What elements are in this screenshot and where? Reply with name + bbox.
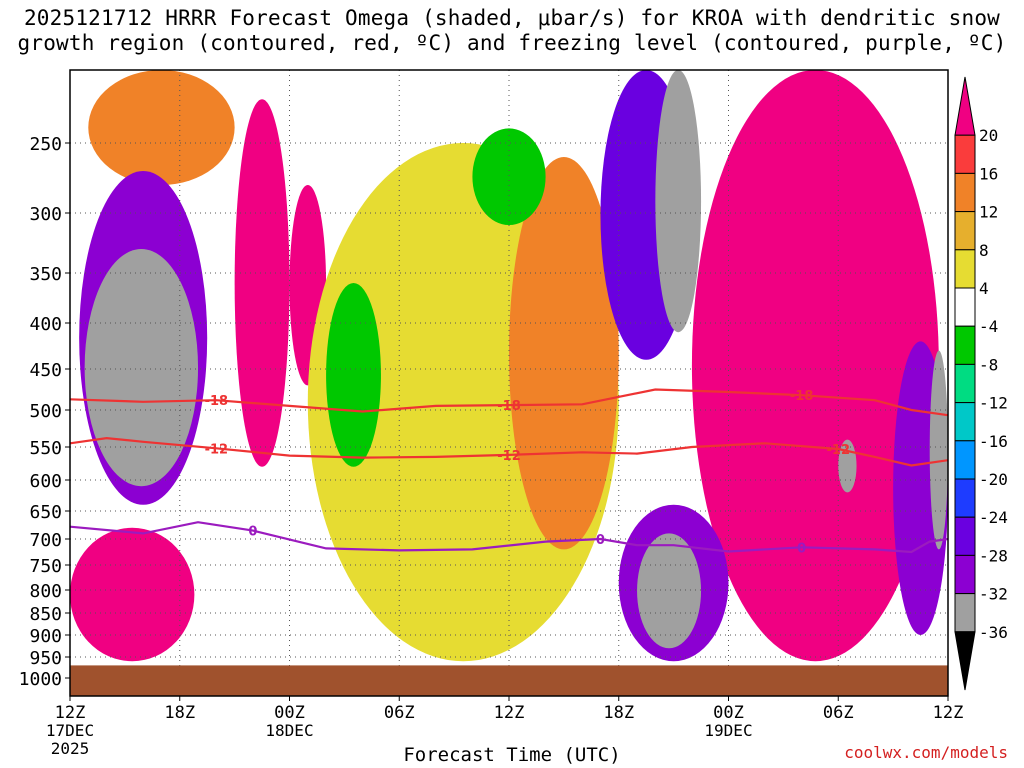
colorbar-cap-top xyxy=(954,76,976,136)
x-tick-label-2: 00Z xyxy=(274,703,305,723)
y-tick-label-300: 300 xyxy=(29,204,62,225)
omega-region-3 xyxy=(70,527,195,662)
contour-label--18-2: -18 xyxy=(790,389,814,404)
omega-region-4 xyxy=(234,99,290,467)
colorbar-label-4: 4 xyxy=(979,279,989,298)
x-tick-label-3: 06Z xyxy=(384,703,415,723)
site-credit[interactable]: coolwx.com/models xyxy=(844,743,1008,762)
contour-line--12 xyxy=(70,436,948,467)
x-tick-label-1: 18Z xyxy=(164,703,195,723)
x-tick-sublabel-0-0: 17DEC xyxy=(46,721,94,740)
y-tick-label-400: 400 xyxy=(29,314,62,335)
colorbar-segment-8 xyxy=(954,402,976,442)
y-tick-label-700: 700 xyxy=(29,530,62,551)
x-tick-label-0: 12Z xyxy=(55,703,86,723)
contour-label--12-2: -12 xyxy=(827,443,851,458)
colorbar-segment-2 xyxy=(954,172,976,213)
contour-line-0 xyxy=(70,521,948,554)
x-tick-sublabel-2-0: 18DEC xyxy=(265,721,313,740)
colorbar-label-2: 12 xyxy=(979,203,998,222)
y-tick-label-650: 650 xyxy=(29,502,62,523)
y-tick-label-750: 750 xyxy=(29,556,62,577)
y-tick-label-900: 900 xyxy=(29,626,62,647)
chart-title: 2025121712 HRRR Forecast Omega (shaded, … xyxy=(0,6,1024,56)
y-tick-label-250: 250 xyxy=(29,134,62,155)
y-tick-label-950: 950 xyxy=(29,648,62,669)
colorbar-label-9: -20 xyxy=(979,470,1008,489)
omega-region-7 xyxy=(509,157,619,550)
y-tick-label-450: 450 xyxy=(29,360,62,381)
colorbar-segment-12 xyxy=(954,554,976,595)
colorbar-label-6: -8 xyxy=(979,355,998,374)
colorbar-segment-6 xyxy=(954,325,976,365)
colorbar-label-8: -16 xyxy=(979,432,1008,451)
colorbar-segment-13 xyxy=(954,593,976,633)
omega-region-0 xyxy=(88,70,235,185)
colorbar-label-1: 16 xyxy=(979,164,998,183)
omega-region-12 xyxy=(691,70,939,662)
x-axis-title: Forecast Time (UTC) xyxy=(403,744,621,766)
x-tick-label-5: 18Z xyxy=(603,703,634,723)
colorbar-segment-4 xyxy=(954,249,976,289)
colorbar-segment-10 xyxy=(954,478,976,518)
omega-region-11 xyxy=(655,70,702,333)
colorbar-segment-5 xyxy=(954,287,976,327)
contour-label--12-1: -12 xyxy=(497,449,521,464)
colorbar-label-12: -32 xyxy=(979,585,1008,604)
y-tick-label-500: 500 xyxy=(29,401,62,422)
omega-region-2 xyxy=(84,249,199,487)
x-tick-label-4: 12Z xyxy=(494,703,525,723)
y-tick-label-850: 850 xyxy=(29,604,62,625)
y-tick-label-800: 800 xyxy=(29,581,62,602)
omega-region-14 xyxy=(637,533,702,649)
omega-region-8 xyxy=(472,128,546,225)
x-tick-label-8: 12Z xyxy=(933,703,964,723)
contour-label--18-1: -18 xyxy=(497,399,521,414)
y-tick-label-600: 600 xyxy=(29,471,62,492)
colorbar-segment-1 xyxy=(954,134,976,174)
x-tick-label-7: 06Z xyxy=(823,703,854,723)
contour-label-0-1: 0 xyxy=(596,533,605,548)
colorbar-segment-11 xyxy=(954,516,976,556)
colorbar-label-10: -24 xyxy=(979,508,1008,527)
colorbar-segment-7 xyxy=(954,363,976,404)
contour-label--12-0: -12 xyxy=(205,442,229,457)
title-line-1: 2025121712 HRRR Forecast Omega (shaded, … xyxy=(23,6,1001,30)
colorbar-label-5: -4 xyxy=(979,317,998,336)
title-line-2: growth region (contoured, red, ºC) and f… xyxy=(17,31,1007,55)
y-tick-label-1000: 1000 xyxy=(19,669,62,690)
y-tick-label-350: 350 xyxy=(29,264,62,285)
colorbar-label-11: -28 xyxy=(979,546,1008,565)
colorbar-label-13: -36 xyxy=(979,623,1008,642)
omega-region-17 xyxy=(929,350,948,550)
omega-region-9 xyxy=(326,283,381,467)
colorbar-label-3: 8 xyxy=(979,241,989,260)
contour-label-0-2: 0 xyxy=(797,541,806,556)
ground-fill xyxy=(70,665,948,696)
colorbar-label-0: 20 xyxy=(979,126,998,145)
x-tick-sublabel-0-1: 2025 xyxy=(51,739,90,758)
contour-label-0-0: 0 xyxy=(248,525,257,540)
colorbar-label-7: -12 xyxy=(979,394,1008,413)
contour-line--18 xyxy=(70,388,948,417)
y-tick-label-550: 550 xyxy=(29,438,62,459)
contour-label--18-0: -18 xyxy=(205,394,229,409)
colorbar-cap-bottom xyxy=(954,631,976,691)
colorbar-segment-9 xyxy=(954,440,976,480)
x-tick-sublabel-6-0: 19DEC xyxy=(704,721,752,740)
x-tick-label-6: 00Z xyxy=(713,703,744,723)
colorbar-segment-3 xyxy=(954,211,976,251)
